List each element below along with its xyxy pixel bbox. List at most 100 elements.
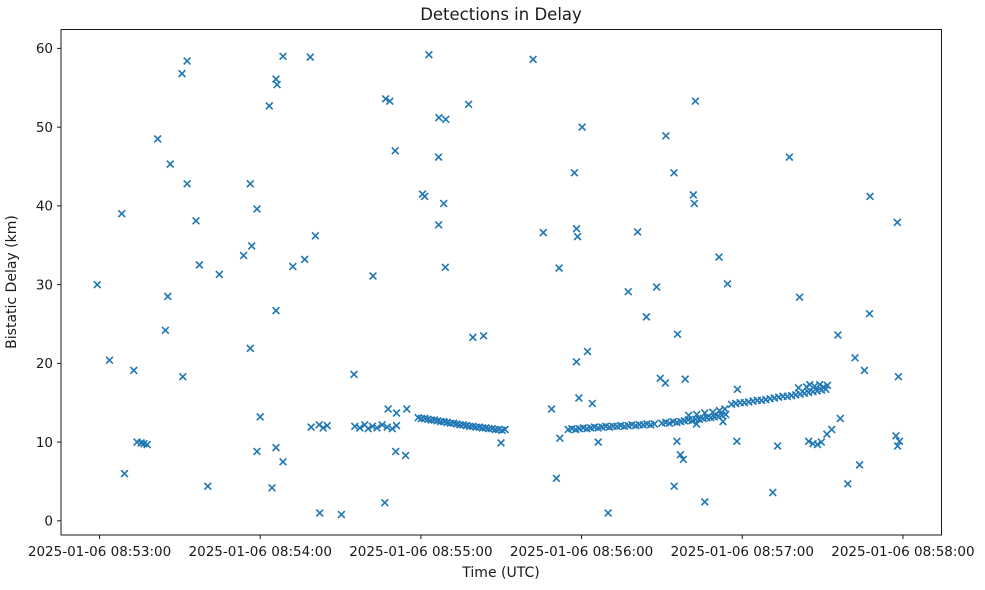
scatter-point [288, 262, 297, 271]
scatter-point [392, 409, 401, 417]
scatter-point [368, 422, 377, 431]
scatter-point [723, 279, 732, 288]
scatter-point [578, 123, 587, 132]
scatter-points-layer [93, 50, 904, 519]
scatter-point [652, 283, 661, 291]
y-tick-label: 60 [36, 41, 53, 57]
scatter-point [373, 423, 381, 432]
scatter-point [895, 437, 904, 446]
scatter-point [195, 260, 204, 269]
scatter-point [117, 209, 126, 218]
scatter-point [256, 412, 265, 421]
y-tick-label: 50 [36, 120, 53, 136]
scatter-point [732, 437, 741, 446]
scatter-point [178, 372, 187, 381]
scatter-point [424, 50, 433, 59]
scatter-point [247, 242, 256, 250]
scatter-point [441, 263, 450, 272]
scatter-point [794, 383, 803, 392]
x-tick-label: 2025-01-06 08:56:00 [510, 544, 653, 560]
scatter-point [604, 509, 613, 517]
scatter-point [497, 438, 505, 447]
scatter-point [815, 380, 824, 389]
scatter-point [823, 381, 832, 390]
scatter-point [691, 97, 700, 106]
scatter-point [401, 451, 410, 460]
scatter-point [434, 153, 443, 162]
scatter-point [827, 425, 836, 434]
scatter-point [817, 438, 826, 447]
scatter-point [417, 414, 426, 423]
scatter-point [268, 483, 276, 492]
scatter-point [315, 509, 324, 517]
scatter-point [768, 488, 777, 497]
scatter-point [166, 160, 175, 169]
scatter-point [183, 179, 192, 188]
scatter-point [642, 312, 651, 321]
scatter-point [434, 220, 443, 229]
scatter-point [670, 482, 679, 491]
scatter-point [129, 366, 138, 375]
scatter-point [484, 424, 493, 433]
scatter-point [427, 416, 436, 424]
scatter-point [468, 333, 477, 342]
scatter-point [624, 287, 633, 296]
scatter-point [574, 394, 583, 402]
scatter-point [836, 414, 845, 423]
scatter-point [594, 438, 603, 447]
plot-frame [60, 29, 942, 536]
scatter-point [672, 437, 681, 446]
scatter-point [265, 101, 274, 110]
scatter-point [865, 309, 874, 318]
scatter-point [650, 420, 659, 428]
scatter-point [183, 57, 192, 65]
scatter-point [311, 231, 320, 240]
scatter-point [892, 431, 900, 440]
scatter-point [279, 52, 287, 61]
scatter-point [893, 442, 902, 450]
scatter-point [700, 497, 709, 506]
scatter-point [378, 420, 387, 429]
scatter-point [253, 205, 261, 213]
scatter-point [392, 421, 401, 430]
scatter-point [391, 146, 400, 155]
scatter-point [381, 94, 390, 103]
x-axis-ticks: 2025-01-06 08:53:00 2025-01-06 08:54:00 20… [28, 535, 975, 560]
scatter-point [272, 306, 280, 315]
scatter-point [700, 409, 709, 417]
scatter-point [464, 100, 473, 109]
x-tick-label: 2025-01-06 08:55:00 [349, 544, 492, 560]
scatter-point [843, 479, 852, 488]
scatter-point [323, 421, 332, 430]
scatter-point [239, 251, 248, 260]
scatter-point [246, 179, 255, 188]
y-tick-label: 40 [36, 199, 53, 215]
scatter-point [552, 474, 561, 483]
scatter-point [143, 440, 152, 449]
x-tick-label: 2025-01-06 08:58:00 [831, 544, 974, 560]
scatter-point [307, 423, 316, 432]
scatter-point [105, 356, 114, 365]
scatter-point [272, 443, 280, 452]
scatter-point [661, 379, 670, 387]
scatter-point [855, 460, 864, 469]
scatter-point [120, 469, 129, 478]
scatter-point [161, 326, 170, 335]
y-tick-label: 20 [36, 356, 53, 372]
scatter-point [583, 347, 592, 356]
scatter-point [813, 440, 822, 449]
scatter-point [472, 423, 481, 432]
scatter-point [715, 253, 723, 262]
scatter-point [690, 199, 699, 208]
scatter-point [215, 270, 224, 279]
scatter-point [547, 405, 556, 413]
scatter-point [733, 385, 742, 394]
scatter-point [673, 330, 682, 339]
scatter-point [337, 510, 346, 519]
scatter-point [384, 405, 393, 413]
scatter-point [355, 423, 364, 432]
scatter-point [178, 69, 186, 78]
x-tick-label: 2025-01-06 08:57:00 [671, 544, 814, 560]
